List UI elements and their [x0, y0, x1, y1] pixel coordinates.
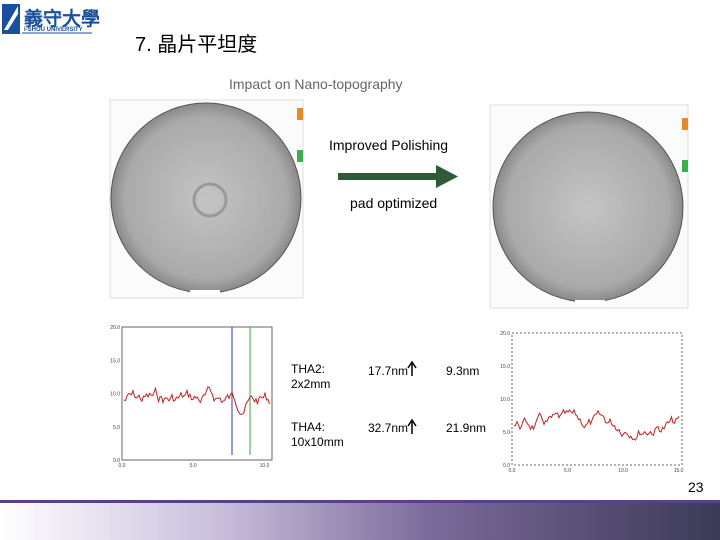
- after-value: 21.9nm: [446, 421, 487, 435]
- tick-label: 0.0: [113, 458, 120, 464]
- page-number: 23: [688, 479, 704, 495]
- tick-label: 10.0: [500, 397, 510, 403]
- after-value: 9.3nm: [446, 364, 480, 378]
- tick-label: 20.0: [110, 325, 120, 331]
- area-label: THA2:: [291, 362, 326, 376]
- arrow-icon: [407, 418, 417, 434]
- tick-label: 15.0: [110, 358, 120, 364]
- logo-text: 義守大學: [24, 9, 101, 30]
- area-label: 2x2mm: [291, 377, 331, 391]
- logo-mark: [4, 6, 18, 30]
- process-label: Improved Polishing: [329, 137, 449, 153]
- tick-label: 20.0: [500, 331, 510, 337]
- arrow-icon: [407, 360, 417, 376]
- tick-label: 10.0: [260, 463, 270, 469]
- process-sublabel: pad optimized: [350, 195, 438, 211]
- tick-label: 5.0: [190, 463, 197, 469]
- wafer: [110, 102, 302, 294]
- before-value: 17.7nm: [368, 364, 409, 378]
- profile-line: [123, 386, 270, 416]
- logo-subtext: I-SHOU UNIVERSITY: [24, 27, 83, 33]
- before-value: 32.7nm: [368, 421, 409, 435]
- tick-label: 0.0: [119, 463, 126, 469]
- profile-plot: [121, 326, 273, 461]
- tick-label: 15.0: [674, 468, 684, 474]
- tick-label: 5.0: [564, 468, 571, 474]
- title: 7. 晶片平坦度: [135, 34, 258, 56]
- tick-label: 5.0: [503, 430, 510, 436]
- profile-plot: [511, 332, 683, 466]
- tick-label: 10.0: [618, 468, 628, 474]
- tick-label: 15.0: [500, 364, 510, 370]
- profile-line: [513, 408, 680, 441]
- tick-label: 0.0: [503, 463, 510, 469]
- tick-label: 5.0: [113, 425, 120, 431]
- process-arrow: [338, 173, 438, 180]
- subtitle: Impact on Nano-topography: [229, 76, 403, 92]
- photo-strip: [0, 502, 720, 540]
- tick-label: 0.0: [509, 468, 516, 474]
- tick-label: 10.0: [110, 392, 120, 398]
- area-label: 10x10mm: [291, 435, 344, 449]
- wafer: [492, 111, 684, 303]
- area-label: THA4:: [291, 420, 326, 434]
